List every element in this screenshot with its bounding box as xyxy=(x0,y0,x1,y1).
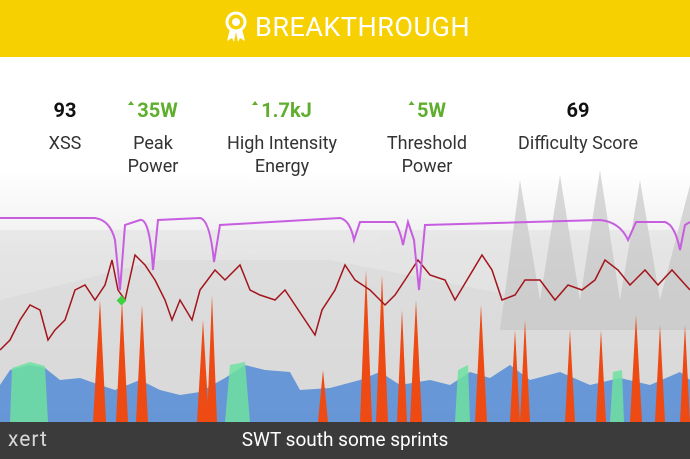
header-title: BREAKTHROUGH xyxy=(255,11,471,43)
stat: 1.7kJ High Intensity Energy xyxy=(217,98,347,178)
up-caret xyxy=(252,101,259,105)
stat-label: High Intensity Energy xyxy=(227,133,337,177)
power-line xyxy=(0,253,690,351)
stat: 69 Difficulty Score xyxy=(508,98,648,155)
stat: 5W Threshold Power xyxy=(380,98,475,178)
stat-label: Peak Power xyxy=(127,133,179,177)
stat-value-row: 35W xyxy=(118,98,188,124)
logo: xert xyxy=(8,428,48,452)
stat-value: 93 xyxy=(53,98,77,122)
stat-label: XSS xyxy=(48,133,82,154)
stat-value: 1.7kJ xyxy=(261,98,312,122)
activity-chart xyxy=(0,170,690,422)
sprint-spikes xyxy=(93,270,690,422)
stat-value: 69 xyxy=(566,98,590,122)
stat-value: 5W xyxy=(417,98,446,122)
stat-label: Difficulty Score xyxy=(518,133,638,154)
stat-value-row: 5W xyxy=(380,98,475,124)
stat-value: 35W xyxy=(137,98,178,122)
up-caret xyxy=(128,101,135,105)
activity-title: SWT south some sprints xyxy=(241,428,449,451)
stat-value-row: 1.7kJ xyxy=(217,98,347,124)
stat: 93 XSS xyxy=(49,98,82,155)
header: BREAKTHROUGH xyxy=(0,0,690,57)
award-icon xyxy=(225,11,247,42)
footer: xert SWT south some sprints xyxy=(0,422,690,459)
stat-label: Threshold Power xyxy=(386,133,468,177)
balance-line xyxy=(0,216,690,291)
up-caret xyxy=(408,101,414,105)
stat: 35W Peak Power xyxy=(118,98,188,178)
